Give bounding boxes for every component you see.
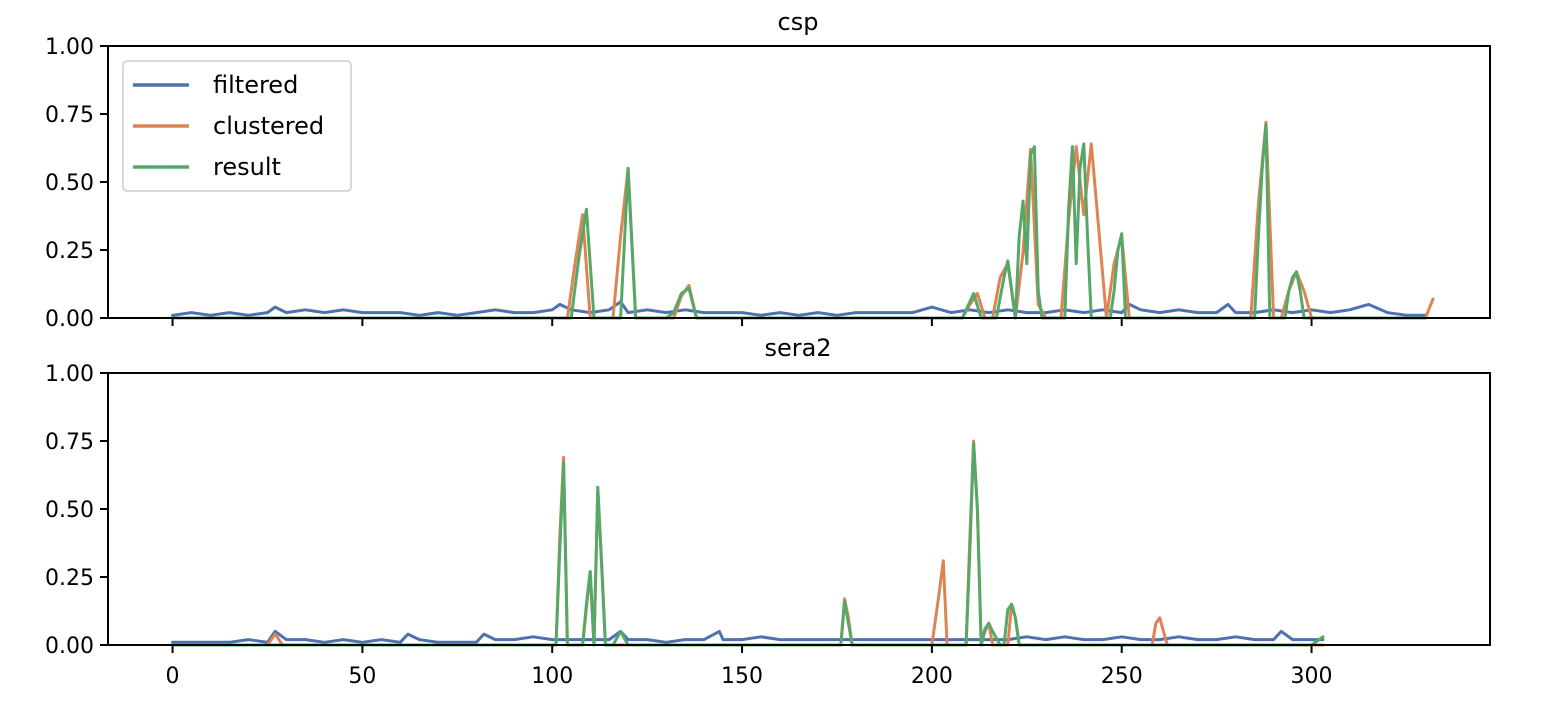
csp-result-line: [171, 123, 1427, 320]
sera2-ytick-label: 0.50: [45, 498, 94, 523]
sera2-result-line: [171, 442, 1325, 647]
sera2-axes-frame: [107, 372, 1491, 646]
legend-box: [122, 60, 352, 192]
legend: filtered clustered result: [122, 60, 352, 192]
legend-label-clustered: clustered: [213, 112, 324, 140]
csp-ytick-label: 0.75: [45, 103, 94, 128]
sera2-ytick-label: 0.00: [45, 634, 94, 659]
sera2-plot-area: 0.00 0.25 0.50 0.75 1.00 0 50 100 150 200 250 300: [45, 362, 1491, 689]
sera2-xtick-label: 50: [348, 664, 376, 689]
sera2-filtered-line: [171, 629, 1325, 644]
sera2-clustered-line: [171, 439, 1325, 647]
sera2-ytick-label: 0.25: [45, 566, 94, 591]
sera2-xtick-label: 150: [721, 664, 763, 689]
sera2-title: sera2: [764, 334, 831, 362]
csp-panel: csp 0.00 0.25 0.50 0.75 1.00 filtered cluster…: [45, 8, 1491, 332]
csp-title: csp: [778, 8, 819, 36]
legend-label-filtered: filtered: [213, 71, 298, 99]
sera2-ytick-label: 0.75: [45, 430, 94, 455]
sera2-ytick-label: 1.00: [45, 362, 94, 387]
csp-ytick-label: 0.50: [45, 171, 94, 196]
sera2-panel: sera2 0.00 0.25 0.50 0.75 1.00 0 50 100 150 200 25…: [45, 334, 1491, 689]
csp-ytick-label: 0.00: [45, 307, 94, 332]
sera2-xtick-label: 200: [911, 664, 953, 689]
csp-clustered-line: [171, 120, 1435, 320]
sera2-xtick-label: 100: [531, 664, 573, 689]
legend-label-result: result: [213, 153, 281, 181]
csp-plot-area: 0.00 0.25 0.50 0.75 1.00: [45, 35, 1491, 332]
csp-filtered-line: [171, 300, 1427, 317]
sera2-xtick-label: 300: [1291, 664, 1333, 689]
csp-ytick-label: 1.00: [45, 35, 94, 60]
csp-ytick-label: 0.25: [45, 239, 94, 264]
sera2-xtick-label: 250: [1101, 664, 1143, 689]
sera2-xtick-label: 0: [166, 664, 180, 689]
